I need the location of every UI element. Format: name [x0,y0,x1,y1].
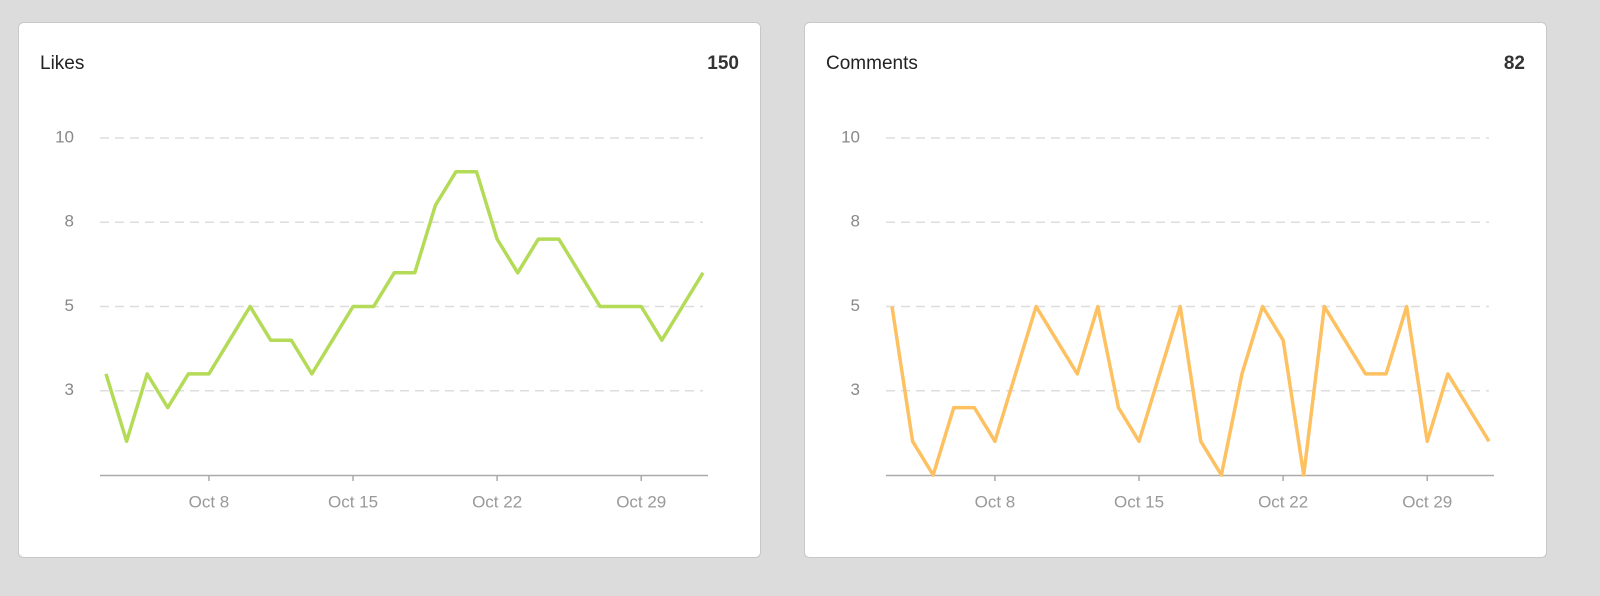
y-tick-label: 8 [851,212,860,231]
panel-title: Likes [40,53,84,74]
data-line [104,169,705,444]
panel [18,22,761,558]
panel-total: 82 [1504,53,1525,74]
y-tick-label: 8 [65,212,74,231]
y-tick-label: 3 [851,380,860,399]
panel-title: Comments [826,53,918,74]
x-tick-label: Oct 15 [328,492,378,511]
x-tick-label: Oct 22 [472,492,522,511]
x-tick-label: Oct 8 [189,492,230,511]
y-tick-label: 3 [65,380,74,399]
x-tick-label: Oct 15 [1114,492,1164,511]
y-tick-label: 5 [851,296,860,315]
y-tick-label: 5 [65,296,74,315]
x-tick-label: Oct 8 [975,492,1016,511]
x-tick-label: Oct 29 [616,492,666,511]
x-tick-label: Oct 22 [1258,492,1308,511]
panel-total: 150 [707,53,739,74]
y-tick-label: 10 [841,127,860,146]
data-line [890,304,1491,477]
panel [804,22,1547,558]
y-tick-label: 10 [55,127,74,146]
x-tick-label: Oct 29 [1402,492,1452,511]
